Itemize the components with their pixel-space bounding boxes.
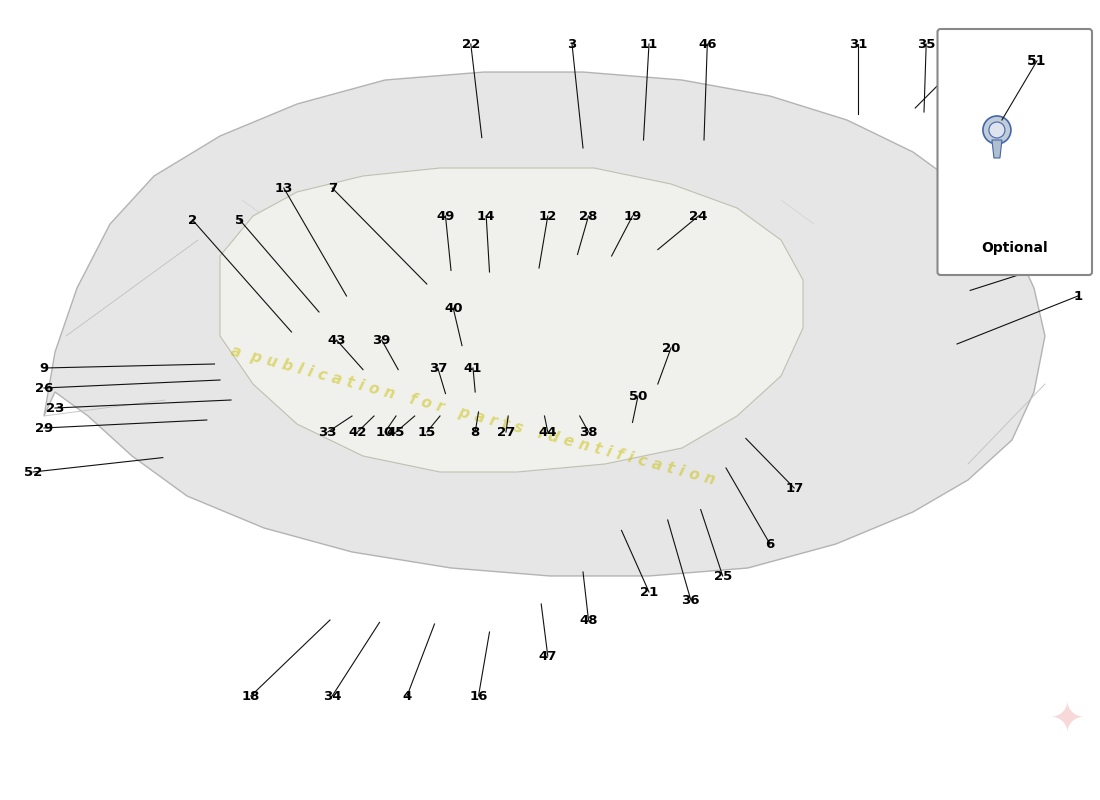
Text: a  p u b l i c a t i o n   f o r   p a r t s   i d e n t i f i c a t i o n: a p u b l i c a t i o n f o r p a r t s … bbox=[229, 344, 717, 488]
Text: 11: 11 bbox=[640, 38, 658, 50]
Circle shape bbox=[983, 116, 1011, 144]
Text: 8: 8 bbox=[471, 426, 480, 438]
Polygon shape bbox=[220, 168, 803, 472]
Text: 40: 40 bbox=[444, 302, 462, 314]
Text: 20: 20 bbox=[662, 342, 680, 354]
Circle shape bbox=[989, 122, 1005, 138]
Text: 52: 52 bbox=[24, 466, 42, 478]
Text: 34: 34 bbox=[323, 690, 341, 702]
Text: 3: 3 bbox=[568, 38, 576, 50]
Text: 19: 19 bbox=[624, 210, 641, 222]
Text: ✦: ✦ bbox=[1049, 699, 1085, 741]
Text: 35: 35 bbox=[917, 38, 935, 50]
Text: 47: 47 bbox=[539, 650, 557, 662]
Polygon shape bbox=[992, 140, 1002, 158]
Text: Optional: Optional bbox=[981, 241, 1048, 255]
Text: 30: 30 bbox=[970, 38, 988, 50]
Text: 50: 50 bbox=[629, 390, 647, 402]
Text: 29: 29 bbox=[35, 422, 53, 434]
Text: 16: 16 bbox=[470, 690, 487, 702]
Text: 13: 13 bbox=[275, 182, 293, 194]
Text: 24: 24 bbox=[690, 210, 707, 222]
Text: 32: 32 bbox=[1069, 250, 1087, 262]
Text: 43: 43 bbox=[328, 334, 345, 346]
Text: 46: 46 bbox=[698, 38, 716, 50]
Text: 17: 17 bbox=[785, 482, 803, 494]
Text: 9: 9 bbox=[40, 362, 48, 374]
Text: 37: 37 bbox=[429, 362, 447, 374]
Text: 31: 31 bbox=[849, 38, 867, 50]
Text: 36: 36 bbox=[682, 594, 700, 606]
Text: 28: 28 bbox=[580, 210, 597, 222]
Text: 45: 45 bbox=[387, 426, 405, 438]
Text: 30: 30 bbox=[1047, 38, 1065, 50]
Polygon shape bbox=[44, 72, 1045, 576]
Text: 44: 44 bbox=[539, 426, 557, 438]
Text: 48: 48 bbox=[580, 614, 597, 626]
Text: 39: 39 bbox=[373, 334, 390, 346]
Text: 4: 4 bbox=[403, 690, 411, 702]
Text: 14: 14 bbox=[477, 210, 495, 222]
Text: 26: 26 bbox=[35, 382, 53, 394]
Text: 27: 27 bbox=[497, 426, 515, 438]
Text: 38: 38 bbox=[580, 426, 597, 438]
Text: 22: 22 bbox=[462, 38, 480, 50]
Text: 51: 51 bbox=[1027, 54, 1047, 68]
Text: 21: 21 bbox=[640, 586, 658, 598]
Text: 23: 23 bbox=[46, 402, 64, 414]
Text: 49: 49 bbox=[437, 210, 454, 222]
Text: 7: 7 bbox=[328, 182, 337, 194]
Text: 42: 42 bbox=[349, 426, 366, 438]
Text: 5: 5 bbox=[235, 214, 244, 226]
Text: 2: 2 bbox=[188, 214, 197, 226]
FancyBboxPatch shape bbox=[937, 29, 1092, 275]
Text: 25: 25 bbox=[714, 570, 732, 582]
Text: 10: 10 bbox=[376, 426, 394, 438]
Text: 15: 15 bbox=[418, 426, 436, 438]
Text: 33: 33 bbox=[319, 426, 337, 438]
Text: 1: 1 bbox=[1074, 290, 1082, 302]
Text: 18: 18 bbox=[242, 690, 260, 702]
Text: 41: 41 bbox=[464, 362, 482, 374]
Text: 6: 6 bbox=[766, 538, 774, 550]
Text: 12: 12 bbox=[539, 210, 557, 222]
